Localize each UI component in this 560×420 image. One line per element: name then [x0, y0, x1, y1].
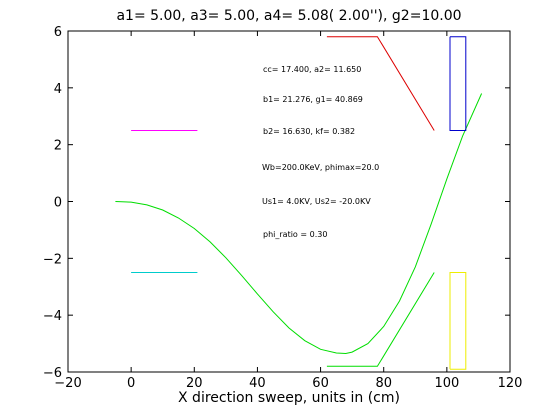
x-tick-label-7: 120: [498, 376, 523, 391]
x-tick-label-5: 80: [375, 376, 392, 391]
y-tick-label-0: −6: [43, 366, 62, 381]
x-tick-label-6: 100: [434, 376, 459, 391]
plot-area: [115, 36, 483, 370]
series-line-5: [449, 36, 467, 131]
x-tick-label-0: −20: [54, 376, 81, 391]
x-tick-label-1: 0: [127, 376, 135, 391]
y-tick-label-6: 6: [54, 25, 62, 40]
annotation-4: Us1= 4.0KV, Us2= -20.0KV: [262, 197, 371, 206]
series-line-6: [449, 272, 467, 370]
annotation-3: Wb=200.0KeV, phimax=20.0: [262, 163, 379, 172]
series-line-3: [326, 36, 435, 131]
y-tick-label-4: 2: [54, 139, 62, 154]
x-tick-label-2: 20: [186, 376, 203, 391]
annotation-1: b1= 21.276, g1= 40.869: [263, 95, 363, 104]
parameter-annotations: cc= 17.400, a2= 11.650 b1= 21.276, g1= 40…: [262, 65, 379, 239]
x-tick-label-4: 60: [312, 376, 329, 391]
y-tick-label-1: −4: [43, 309, 62, 324]
x-axis-label: X direction sweep, units in (cm): [178, 390, 400, 406]
series-line-0: [115, 93, 483, 355]
series-line-4: [326, 272, 435, 367]
plot-title: a1= 5.00, a3= 5.00, a4= 5.08( 2.00''), g…: [116, 8, 461, 24]
y-tick-label-5: 4: [54, 82, 62, 97]
annotation-0: cc= 17.400, a2= 11.650: [263, 65, 361, 74]
y-tick-label-2: −2: [43, 252, 62, 267]
x-tick-label-3: 40: [249, 376, 266, 391]
annotation-2: b2= 16.630, kf= 0.382: [263, 127, 355, 136]
y-tick-label-3: 0: [54, 196, 62, 211]
annotation-5: phi_ratio = 0.30: [263, 230, 327, 239]
